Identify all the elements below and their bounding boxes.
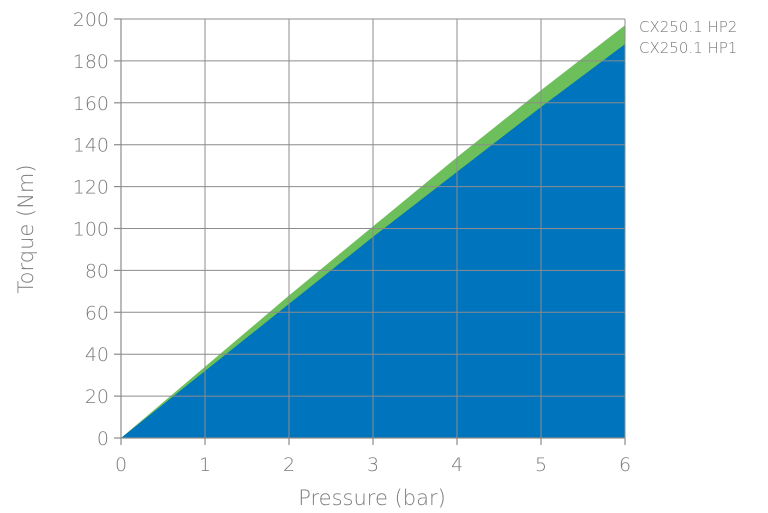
- x-tick-label: 0: [115, 454, 127, 476]
- y-tick-label: 120: [73, 177, 109, 199]
- grid-lines: [121, 18, 626, 438]
- x-tick-labels: 0 1 2 3 4 5 6: [115, 454, 631, 476]
- x-axis-title: Pressure (bar): [298, 486, 446, 510]
- x-tick-label: 2: [283, 454, 295, 476]
- x-tick-label: 5: [535, 454, 547, 476]
- y-tick-label: 60: [85, 302, 109, 324]
- y-tick-label: 180: [73, 51, 109, 73]
- x-tick-label: 4: [451, 454, 463, 476]
- y-tick-labels: 0 20 40 60 80 100 120 140 160 180 200: [73, 9, 109, 450]
- y-axis-title: Torque (Nm): [14, 164, 38, 293]
- y-tick-label: 40: [85, 344, 109, 366]
- y-tick-label: 160: [73, 93, 109, 115]
- x-tick-label: 6: [619, 454, 631, 476]
- y-tick-label: 20: [85, 386, 109, 408]
- y-tick-label: 200: [73, 9, 109, 31]
- x-tick-label: 1: [199, 454, 211, 476]
- y-tick-label: 0: [97, 428, 109, 450]
- y-tick-label: 80: [85, 260, 109, 282]
- legend-label-hp1: CX250.1 HP1: [639, 39, 737, 57]
- axes: [114, 18, 626, 445]
- legend-label-hp2: CX250.1 HP2: [639, 18, 737, 36]
- y-tick-label: 140: [73, 135, 109, 157]
- y-tick-label: 100: [73, 219, 109, 241]
- x-tick-label: 3: [367, 454, 379, 476]
